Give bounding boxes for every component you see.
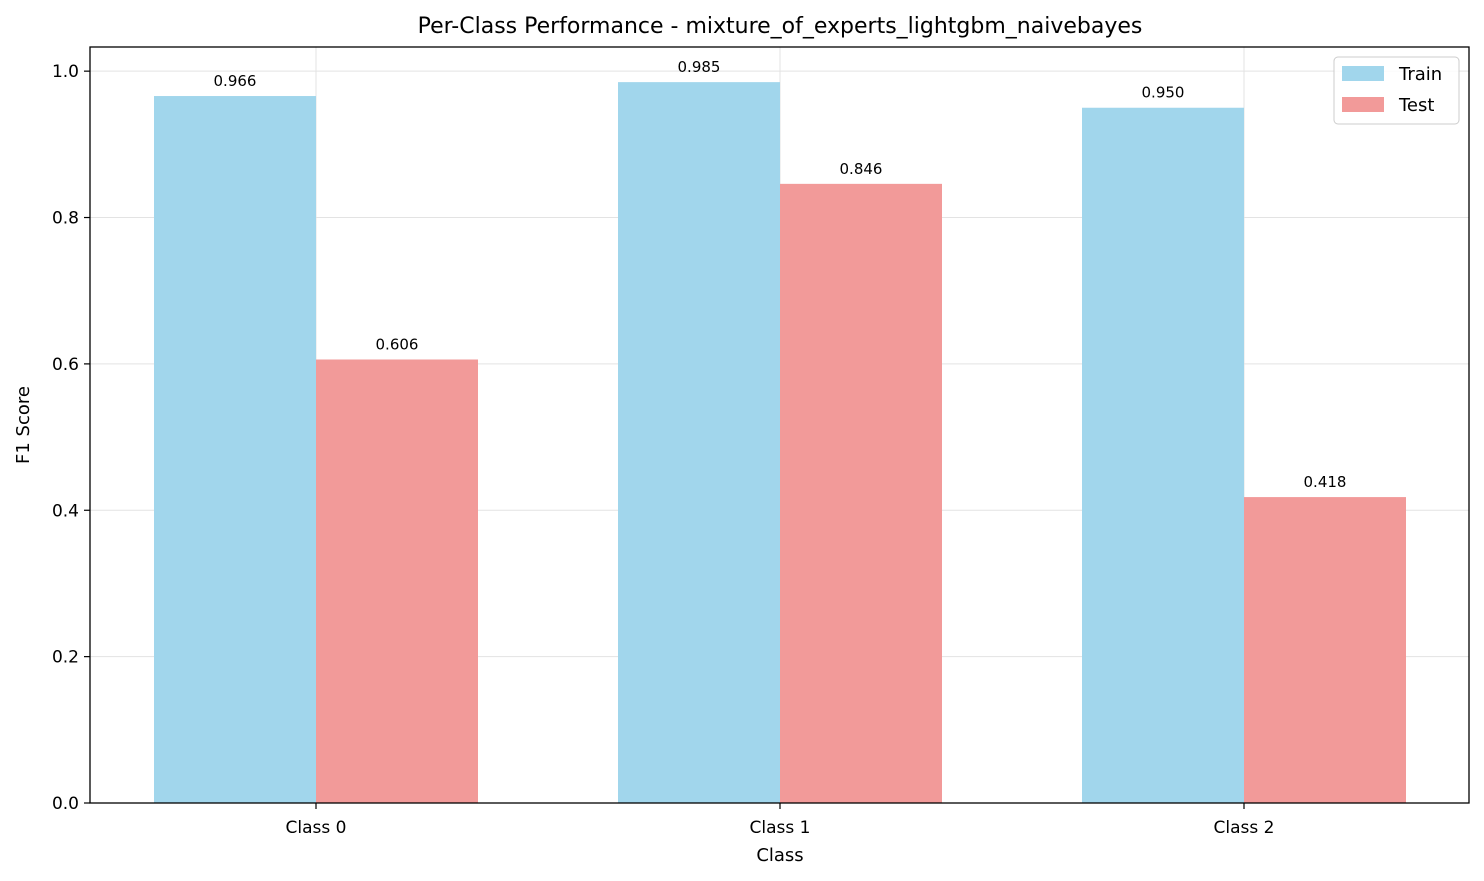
legend-label-train: Train [1398, 64, 1442, 85]
y-tick-label: 0.6 [52, 355, 79, 375]
bar-train [154, 96, 316, 804]
data-label-test: 0.606 [376, 335, 419, 353]
x-axis-ticks: Class 0 Class 1 Class 2 [286, 803, 1275, 838]
y-axis-ticks: 0.0 0.2 0.4 0.6 0.8 1.0 [52, 62, 90, 814]
data-labels: 0.966 0.985 0.950 0.606 0.846 0.418 [214, 58, 1347, 491]
bars [154, 82, 1406, 804]
legend: Train Test [1333, 56, 1460, 125]
x-tick-label: Class 1 [750, 818, 811, 838]
legend-swatch-train [1342, 66, 1384, 81]
chart-title: Per-Class Performance - mixture_of_exper… [418, 14, 1143, 39]
y-tick-label: 0.4 [52, 501, 79, 521]
y-tick-label: 0.0 [52, 794, 79, 814]
bar-train [1082, 107, 1244, 803]
bar-train [618, 82, 780, 803]
legend-swatch-test [1342, 97, 1384, 112]
data-label-train: 0.966 [214, 72, 257, 90]
y-tick-label: 0.8 [52, 209, 79, 229]
legend-label-test: Test [1398, 95, 1434, 116]
data-label-train: 0.985 [678, 58, 721, 76]
x-tick-label: Class 2 [1214, 818, 1275, 838]
y-axis-label: F1 Score [13, 386, 34, 464]
x-tick-label: Class 0 [286, 818, 347, 838]
y-tick-label: 1.0 [52, 62, 79, 82]
y-tick-label: 0.2 [52, 648, 79, 668]
data-label-test: 0.418 [1304, 473, 1347, 491]
bar-test [316, 359, 478, 803]
bar-test [780, 183, 942, 803]
data-label-test: 0.846 [840, 160, 883, 178]
x-axis-label: Class [756, 845, 803, 866]
bar-test [1244, 497, 1406, 803]
data-label-train: 0.950 [1142, 84, 1185, 102]
